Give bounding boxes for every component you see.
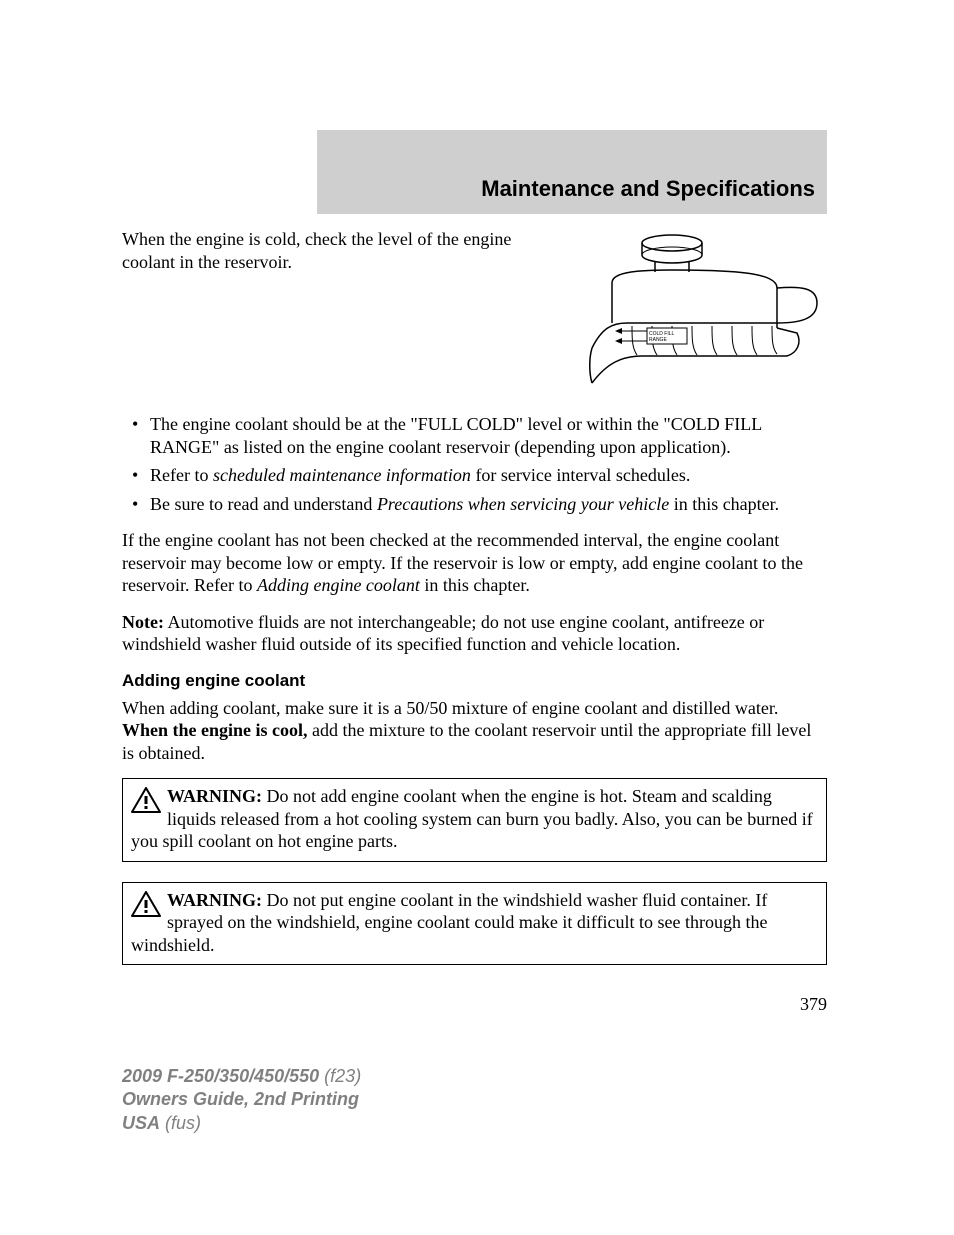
list-item: Be sure to read and understand Precautio… (122, 493, 827, 516)
warning-icon (131, 787, 161, 813)
subheading: Adding engine coolant (122, 670, 827, 691)
intro-paragraph: When the engine is cold, check the level… (122, 228, 565, 393)
page-content: When the engine is cold, check the level… (122, 214, 827, 1016)
paragraph: If the engine coolant has not been check… (122, 529, 827, 597)
warning-icon (131, 891, 161, 917)
section-header: Maintenance and Specifications (317, 130, 827, 214)
page-number: 379 (122, 993, 827, 1016)
bullet-list: The engine coolant should be at the "FUL… (122, 413, 827, 515)
warning-label: WARNING: (167, 786, 262, 806)
warning-label: WARNING: (167, 890, 262, 910)
footer: 2009 F-250/350/450/550 (f23) Owners Guid… (122, 1065, 361, 1135)
warning-box: WARNING: Do not add engine coolant when … (122, 778, 827, 862)
paragraph: When adding coolant, make sure it is a 5… (122, 697, 827, 765)
list-item: Refer to scheduled maintenance informati… (122, 464, 827, 487)
note-paragraph: Note: Automotive fluids are not intercha… (122, 611, 827, 656)
coolant-reservoir-diagram: COLD FILL RANGE (577, 228, 827, 393)
section-title: Maintenance and Specifications (481, 176, 815, 202)
warning-box: WARNING: Do not put engine coolant in th… (122, 882, 827, 966)
diagram-label-2: RANGE (649, 337, 667, 343)
list-item: The engine coolant should be at the "FUL… (122, 413, 827, 458)
